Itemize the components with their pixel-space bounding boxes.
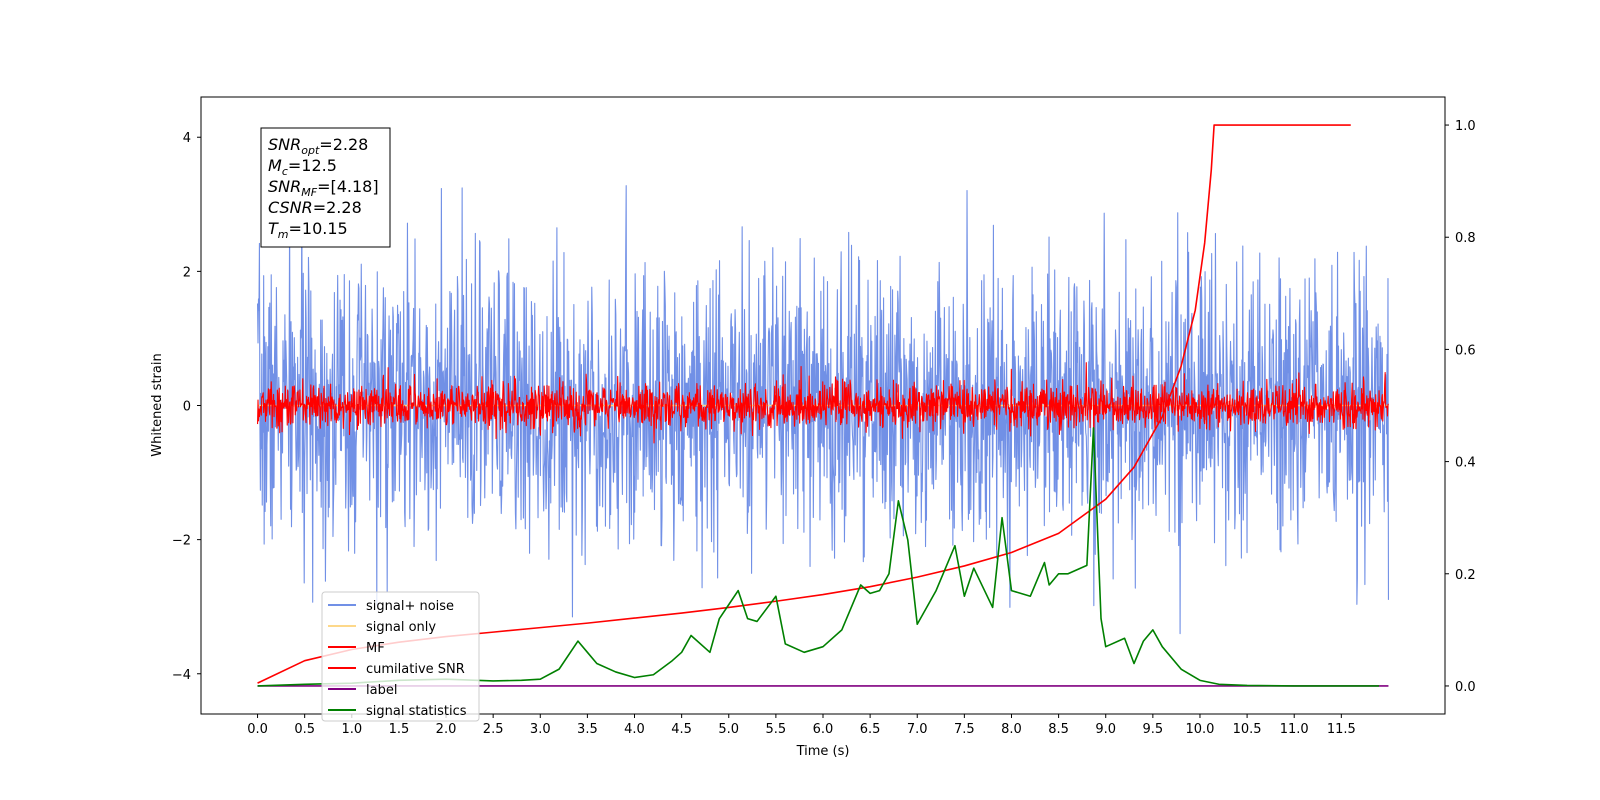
stats-subscript: m bbox=[278, 228, 289, 241]
y-tick-label: 0 bbox=[183, 400, 191, 415]
x-tick-label: 10.0 bbox=[1185, 722, 1214, 737]
stats-symbol: SNR bbox=[268, 135, 301, 154]
x-tick-label: 7.5 bbox=[954, 722, 975, 737]
legend-label-signal-noise: signal+ noise bbox=[366, 599, 454, 614]
x-tick-label: 1.0 bbox=[341, 722, 362, 737]
x-tick-label: 11.5 bbox=[1327, 722, 1356, 737]
stats-symbol: SNR bbox=[268, 177, 301, 196]
x-tick-label: 2.5 bbox=[483, 722, 504, 737]
y2-tick-label: 0.2 bbox=[1455, 568, 1476, 583]
stats-value: =12.5 bbox=[288, 156, 337, 175]
x-tick-label: 8.0 bbox=[1001, 722, 1022, 737]
legend-label-signal-only: signal only bbox=[366, 620, 436, 635]
x-tick-label: 6.0 bbox=[813, 722, 834, 737]
stats-symbol: T bbox=[268, 219, 279, 238]
x-tick-label: 4.5 bbox=[671, 722, 692, 737]
stats-value: =2.28 bbox=[319, 135, 368, 154]
x-tick-label: 0.0 bbox=[247, 722, 268, 737]
stats-line: Mc=12.5 bbox=[268, 156, 337, 178]
y-tick-label: 2 bbox=[183, 265, 191, 280]
y-axis-label: Whitened strain bbox=[150, 353, 165, 456]
x-axis: 0.0 0.5 1.0 1.5 2.0 2.5 3.0 3.5 4.0 4.5 5.0 5.5 6.0 6… bbox=[247, 714, 1356, 737]
stats-subscript: MF bbox=[301, 186, 317, 199]
stats-subscript: c bbox=[282, 165, 288, 178]
stats-symbol: M bbox=[268, 156, 282, 175]
y2-tick-label: 0.6 bbox=[1455, 343, 1476, 358]
x-tick-label: 1.5 bbox=[389, 722, 410, 737]
x-tick-label: 6.5 bbox=[860, 722, 881, 737]
y-tick-label: −4 bbox=[172, 668, 191, 683]
stats-symbol: CSNR bbox=[268, 198, 313, 217]
stats-line: SNRopt=2.28 bbox=[268, 135, 368, 157]
y2-tick-label: 0.4 bbox=[1455, 456, 1476, 471]
x-tick-label: 7.0 bbox=[907, 722, 928, 737]
stats-subscript: opt bbox=[301, 144, 320, 157]
x-tick-label: 11.0 bbox=[1280, 722, 1309, 737]
x-tick-label: 2.0 bbox=[436, 722, 457, 737]
y2-tick-label: 0.8 bbox=[1455, 231, 1476, 246]
y-axis-right: 1.0 0.8 0.6 0.4 0.2 0.0 bbox=[1445, 119, 1476, 695]
x-tick-label: 8.5 bbox=[1048, 722, 1069, 737]
stats-box: SNRopt=2.28Mc=12.5SNRMF=[4.18]CSNR=2.28T… bbox=[260, 127, 391, 248]
x-tick-label: 9.0 bbox=[1095, 722, 1116, 737]
x-tick-label: 10.5 bbox=[1233, 722, 1262, 737]
stats-value: =2.28 bbox=[313, 198, 362, 217]
legend-label-mf: MF bbox=[366, 641, 385, 656]
y-tick-label: −2 bbox=[172, 534, 191, 549]
x-tick-label: 9.5 bbox=[1143, 722, 1164, 737]
y2-tick-label: 0.0 bbox=[1455, 680, 1476, 695]
x-tick-label: 5.0 bbox=[718, 722, 739, 737]
legend-label-signal-statistics: signal statistics bbox=[366, 704, 467, 719]
stats-value: =[4.18] bbox=[317, 177, 379, 196]
x-tick-label: 3.0 bbox=[530, 722, 551, 737]
y2-tick-label: 1.0 bbox=[1455, 119, 1476, 134]
x-axis-label: Time (s) bbox=[796, 744, 850, 759]
y-tick-label: 4 bbox=[183, 131, 191, 146]
x-tick-label: 0.5 bbox=[294, 722, 315, 737]
x-tick-label: 5.5 bbox=[766, 722, 787, 737]
series-line-mf bbox=[257, 362, 1389, 444]
stats-value: =10.15 bbox=[289, 219, 348, 238]
series-line-signal-statistics bbox=[257, 427, 1380, 687]
legend: signal+ noise signal only MF cumilative SNR… bbox=[321, 591, 480, 722]
legend-label-label: label bbox=[366, 683, 397, 698]
x-tick-label: 3.5 bbox=[577, 722, 598, 737]
stats-line: CSNR=2.28 bbox=[268, 198, 362, 217]
legend-frame bbox=[321, 591, 480, 722]
y-axis-left: 4 2 0 −2 −4 bbox=[172, 131, 201, 683]
x-tick-label: 4.0 bbox=[624, 722, 645, 737]
series-line-signal-noise bbox=[257, 185, 1389, 635]
legend-label-cumilative-snr: cumilative SNR bbox=[366, 662, 465, 677]
stats-box-frame bbox=[260, 127, 391, 248]
stats-line: SNRMF=[4.18] bbox=[268, 177, 379, 199]
stats-line: Tm=10.15 bbox=[268, 219, 348, 241]
